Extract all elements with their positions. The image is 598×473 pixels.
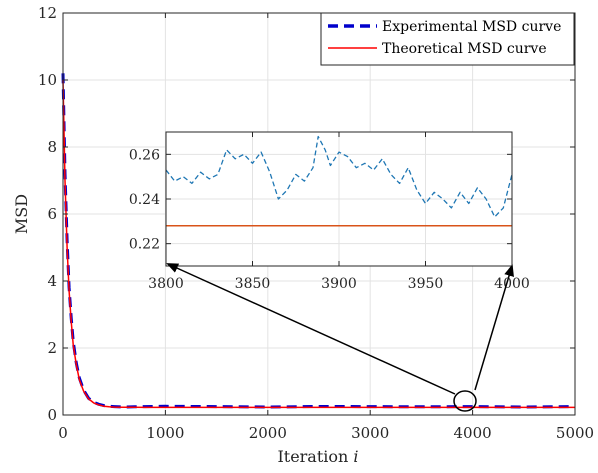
y-tick-label: 6 (47, 205, 57, 223)
legend: Experimental MSD curve Theoretical MSD c… (320, 12, 575, 66)
x-tick-label: 5000 (556, 424, 594, 442)
series-line-experimental (165, 135, 513, 218)
x-tick-label: 3850 (235, 276, 271, 292)
y-axis-label: MSD (12, 194, 31, 234)
x-tick-label: 4000 (494, 276, 530, 292)
series-line-theoretical (62, 79, 575, 409)
x-axis-label: Iteration i (277, 447, 358, 466)
zoom-arrow-left (166, 263, 456, 395)
x-tick-label: 3950 (408, 276, 444, 292)
zoom-arrow-right (474, 264, 514, 391)
legend-box (320, 12, 575, 66)
y-tick-label: 2 (47, 339, 57, 357)
y-tick-label: 0 (47, 406, 57, 424)
y-tick-label: 0.26 (129, 147, 160, 163)
x-tick-label: 3900 (321, 276, 357, 292)
x-tick-label: 3000 (351, 424, 389, 442)
y-tick-label: 4 (47, 272, 57, 290)
inset-series (165, 135, 513, 227)
y-tick-label: 8 (47, 138, 57, 156)
x-tick-label: 4000 (454, 424, 492, 442)
zoom-ellipse (453, 390, 477, 412)
inset-chart: 3800 3850 3900 3950 4000 0.22 0.24 0.26 (129, 131, 530, 292)
series-line-experimental (61, 73, 576, 409)
main-tick-labels: 0 1000 2000 3000 4000 5000 0 2 4 6 8 10 12 (38, 4, 594, 442)
y-tick-label: 0.24 (129, 192, 160, 208)
inset-tick-labels: 3800 3850 3900 3950 4000 0.22 0.24 0.26 (129, 147, 530, 292)
legend-label-theoretical: Theoretical MSD curve (382, 41, 547, 57)
x-tick-label: 1000 (146, 424, 184, 442)
y-tick-label: 12 (38, 4, 57, 22)
y-tick-label: 10 (38, 71, 57, 89)
zoom-annotation (166, 263, 514, 412)
legend-label-experimental: Experimental MSD curve (382, 19, 561, 35)
x-tick-label: 0 (58, 424, 68, 442)
main-series (61, 73, 576, 409)
x-tick-label: 3800 (148, 276, 184, 292)
y-tick-label: 0.22 (129, 237, 160, 253)
x-tick-label: 2000 (249, 424, 287, 442)
